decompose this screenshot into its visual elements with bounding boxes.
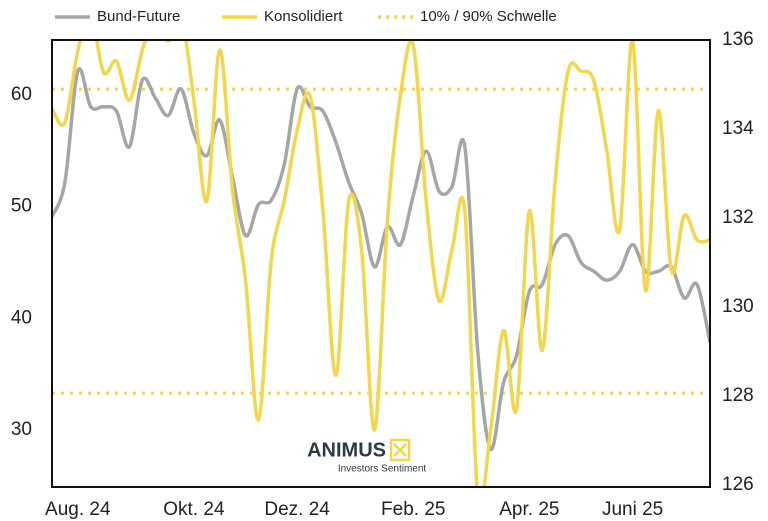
x-tick-label: Dez. 24	[264, 499, 330, 520]
y2-tick-label: 126	[722, 474, 754, 495]
logo-icon-cross	[393, 443, 407, 457]
y2-tick-label: 128	[722, 385, 754, 406]
x-tick-label: Okt. 24	[163, 499, 225, 520]
y2-tick-label: 132	[722, 207, 754, 228]
y-tick-label: 60	[11, 84, 32, 105]
logo-icon	[389, 438, 411, 462]
y-tick-label: 50	[11, 196, 32, 217]
x-tick-label: Aug. 24	[45, 499, 111, 520]
legend: Bund-Future Konsolidiert 10% / 90% Schwell…	[55, 8, 557, 25]
x-tick-label: Apr. 25	[499, 499, 559, 520]
plot-lines	[52, 40, 710, 487]
y2-tick-label: 134	[722, 118, 754, 139]
legend-label: 10% / 90% Schwelle	[420, 8, 557, 25]
logo-subtitle: Investors Sentiment	[338, 464, 427, 475]
y-tick-label: 40	[11, 307, 32, 328]
y2-tick-label: 130	[722, 296, 754, 317]
legend-label: Bund-Future	[97, 8, 180, 25]
x-tick-label: Feb. 25	[381, 499, 445, 520]
y-tick-label: 30	[11, 419, 32, 440]
legend-label: Konsolidiert	[264, 8, 343, 25]
plot-frame	[51, 39, 711, 488]
logo-text: ANIMUS	[307, 439, 386, 461]
x-tick-label: Juni 25	[602, 499, 663, 520]
series-line	[52, 40, 710, 487]
y2-tick-label: 136	[722, 29, 754, 50]
